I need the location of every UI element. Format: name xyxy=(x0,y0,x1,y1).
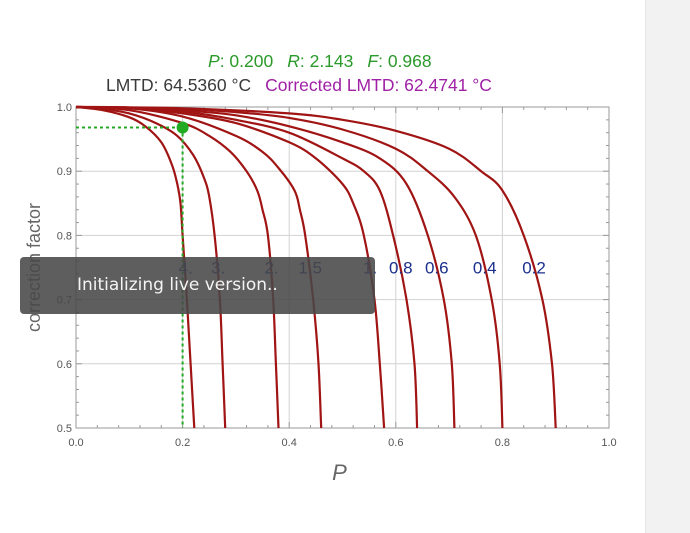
curve-line xyxy=(75,105,504,429)
curve-label: 0.8 xyxy=(389,259,413,278)
curve-label: 0.6 xyxy=(425,259,449,278)
x-tick-label: 0.6 xyxy=(388,437,403,449)
y-tick-label: 0.6 xyxy=(57,359,72,371)
y-tick-label: 0.8 xyxy=(57,230,72,242)
x-tick-label: 1.0 xyxy=(601,437,616,449)
p-value: : 0.200 xyxy=(219,51,274,71)
p-label: P xyxy=(208,51,220,71)
curve-line xyxy=(75,105,456,429)
curve-label: 0.2 xyxy=(522,259,546,278)
f-label: F xyxy=(367,51,379,71)
x-tick-label: 0.2 xyxy=(175,437,190,449)
corrected-lmtd-text: Corrected LMTD: 62.4741 °C xyxy=(265,75,492,95)
curve-label: 0.4 xyxy=(473,259,497,278)
f-value: : 0.968 xyxy=(378,51,432,71)
operating-point-marker[interactable] xyxy=(176,121,189,134)
y-tick-label: 0.5 xyxy=(57,423,72,435)
r-label: R xyxy=(287,51,300,71)
x-tick-label: 0.0 xyxy=(68,437,83,449)
curve-line xyxy=(75,105,323,429)
loading-text: Initializing live version.. xyxy=(77,275,278,295)
curve-line xyxy=(75,105,386,429)
header-parameters: P: 0.200 R: 2.143 F: 0.968 xyxy=(208,51,432,72)
x-tick-label: 0.8 xyxy=(495,437,510,449)
curve-line xyxy=(75,105,196,429)
header-lmtd: LMTD: 64.5360 °C Corrected LMTD: 62.4741 … xyxy=(106,75,492,96)
x-tick-label: 0.4 xyxy=(282,437,297,449)
curve-line xyxy=(75,105,419,429)
lmtd-text: LMTD: 64.5360 °C xyxy=(106,75,252,95)
loading-overlay: Initializing live version.. xyxy=(20,257,375,314)
curve-line xyxy=(75,105,557,429)
curve-line xyxy=(75,105,227,429)
scrollbar-track[interactable] xyxy=(645,0,690,533)
x-axis-title: P xyxy=(332,460,347,485)
r-value: : 2.143 xyxy=(299,51,354,71)
y-tick-label: 0.9 xyxy=(57,166,72,178)
y-tick-label: 1.0 xyxy=(57,102,72,114)
